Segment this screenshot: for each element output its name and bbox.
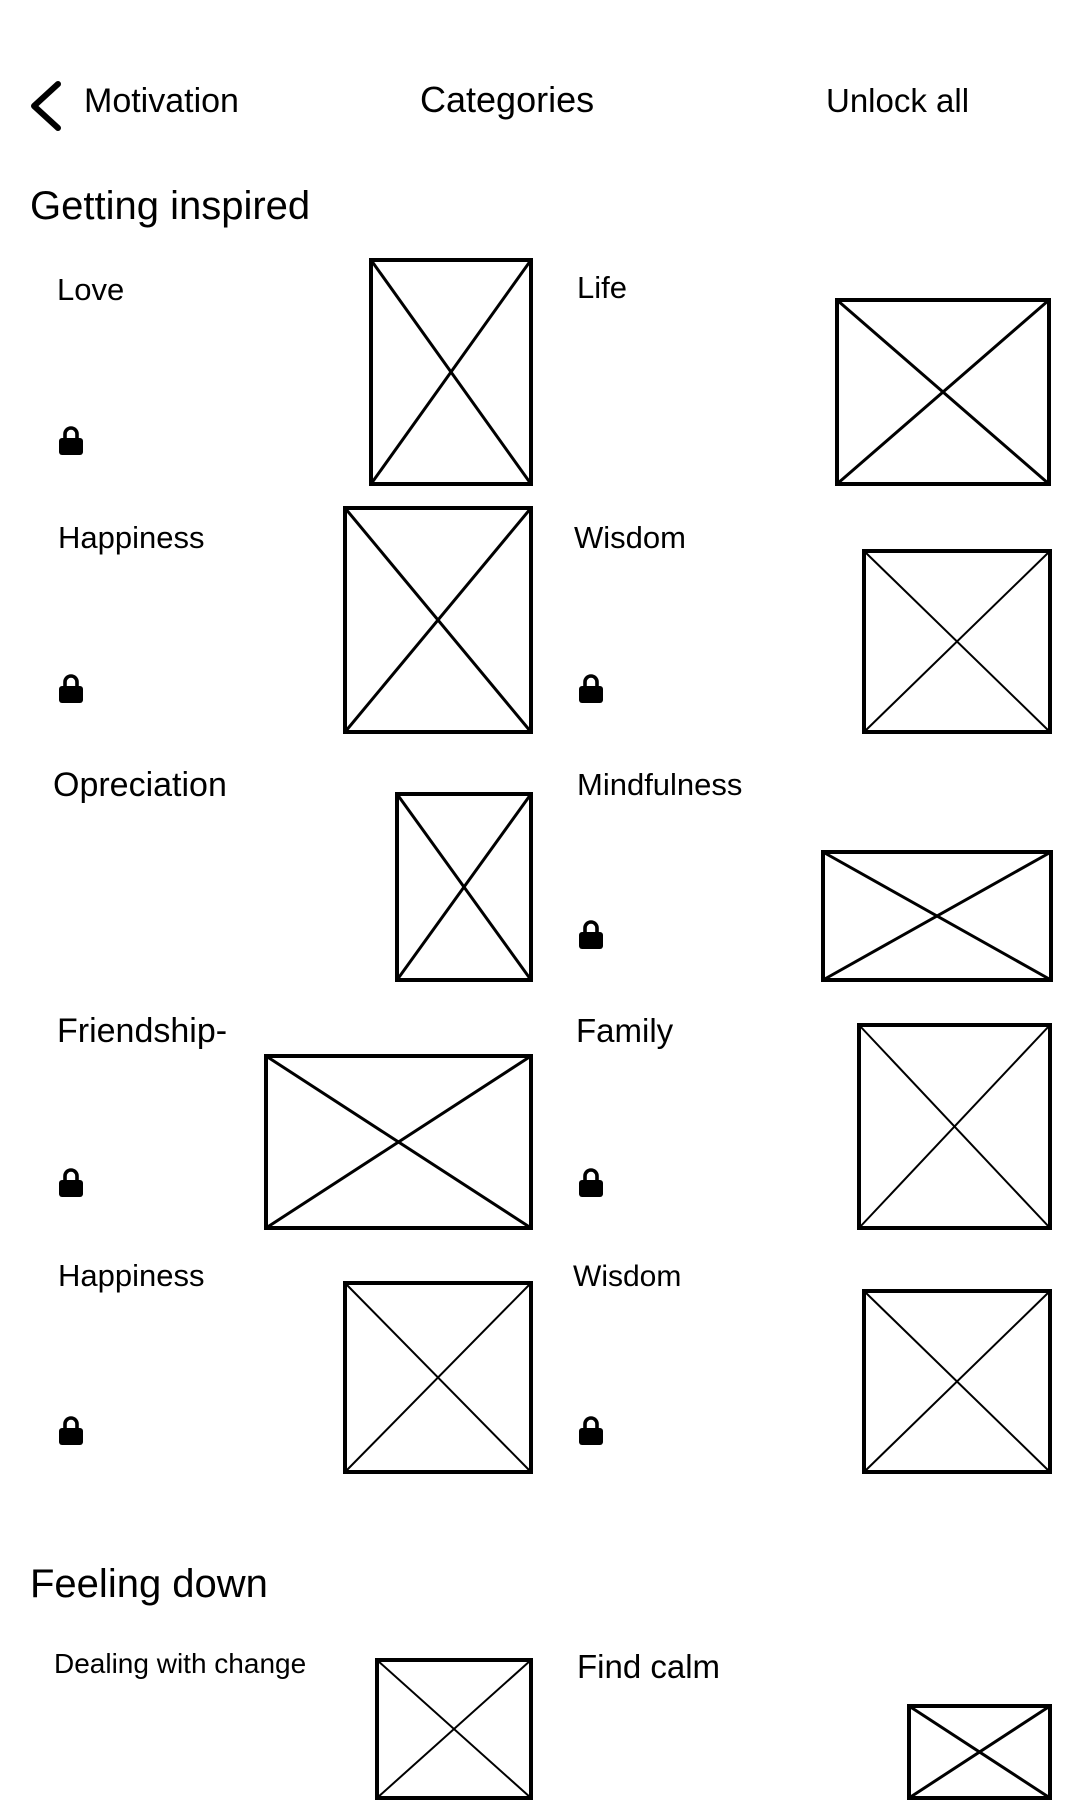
chevron-left-icon	[28, 80, 68, 132]
section-title-getting-inspired: Getting inspired	[30, 184, 311, 228]
category-label: Love	[57, 272, 125, 307]
category-card-love[interactable]: Love	[40, 250, 540, 490]
category-card-wisdom-2[interactable]: Wisdom	[560, 1242, 1060, 1482]
lock-icon	[578, 1416, 604, 1446]
image-placeholder-icon	[859, 1025, 1050, 1228]
category-card-mindfulness[interactable]: Mindfulness	[560, 746, 1060, 986]
category-card-find-calm[interactable]: Find calm	[560, 1640, 1060, 1800]
image-placeholder-icon	[823, 852, 1051, 980]
lock-icon	[58, 1416, 84, 1446]
category-card-friendship[interactable]: Friendship-	[40, 994, 540, 1234]
image-placeholder-icon	[864, 1291, 1050, 1472]
page-title: Categories	[420, 79, 595, 120]
back-label: Motivation	[84, 82, 239, 120]
lock-icon	[58, 1168, 84, 1198]
category-card-dealing-with-change[interactable]: Dealing with change	[40, 1640, 540, 1800]
category-label: Dealing with change	[54, 1648, 307, 1679]
category-label: Family	[576, 1012, 674, 1049]
lock-icon	[578, 920, 604, 950]
category-label: Opreciation	[53, 766, 227, 804]
image-placeholder-icon	[909, 1706, 1050, 1798]
image-placeholder-icon	[345, 1283, 531, 1472]
category-card-wisdom[interactable]: Wisdom	[560, 498, 1060, 738]
section-title-feeling-down: Feeling down	[30, 1562, 268, 1606]
category-card-life[interactable]: Life	[560, 250, 1060, 490]
image-placeholder-icon	[345, 508, 531, 732]
category-label: Happiness	[58, 520, 205, 555]
lock-icon	[578, 1168, 604, 1198]
category-label: Wisdom	[573, 1260, 682, 1293]
category-card-happiness[interactable]: Happiness	[40, 498, 540, 738]
lock-icon	[578, 674, 604, 704]
lock-icon	[58, 674, 84, 704]
category-card-family[interactable]: Family	[560, 994, 1060, 1234]
category-label: Happiness	[58, 1258, 205, 1293]
category-label: Wisdom	[574, 520, 686, 555]
image-placeholder-icon	[371, 260, 531, 484]
category-label: Find calm	[577, 1648, 721, 1685]
image-placeholder-icon	[397, 794, 531, 980]
lock-icon	[58, 426, 84, 456]
unlock-all-button[interactable]: Unlock all	[826, 82, 970, 119]
category-label: Mindfulness	[577, 767, 743, 802]
category-card-happiness-2[interactable]: Happiness	[40, 1242, 540, 1482]
back-button[interactable]: Motivation	[28, 76, 248, 132]
category-label: Friendship-	[57, 1012, 228, 1050]
image-placeholder-icon	[377, 1660, 531, 1798]
image-placeholder-icon	[864, 551, 1050, 732]
category-label: Life	[577, 270, 627, 305]
category-card-opreciation[interactable]: Opreciation	[40, 746, 540, 986]
image-placeholder-icon	[837, 300, 1049, 484]
image-placeholder-icon	[266, 1056, 531, 1228]
